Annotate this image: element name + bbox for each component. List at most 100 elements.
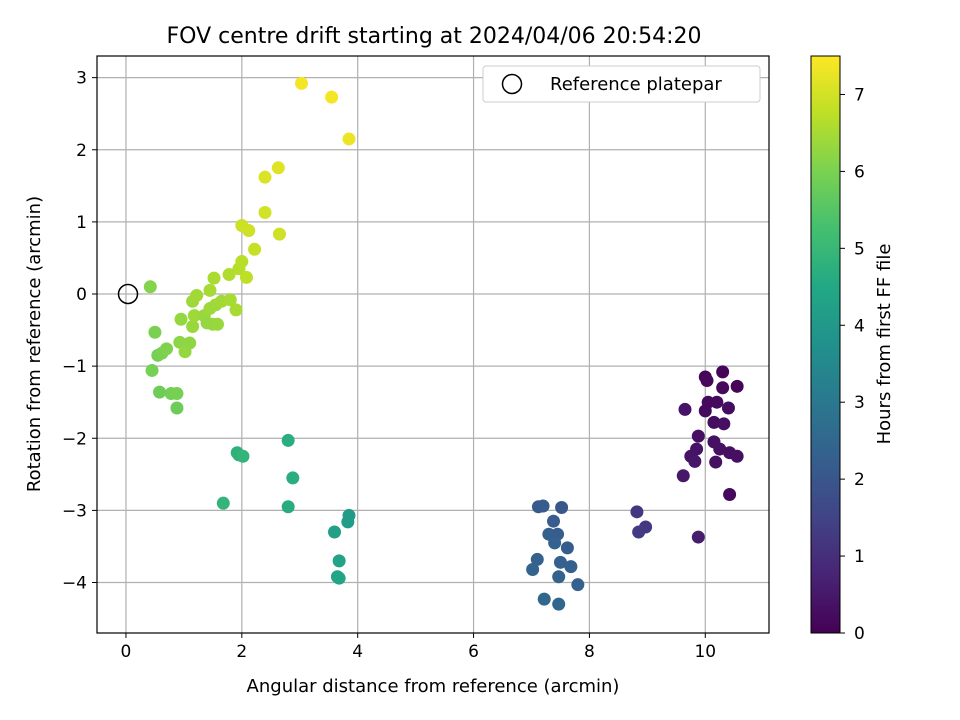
- y-tick-label: −2: [62, 429, 87, 449]
- y-tick-label: 3: [76, 69, 87, 89]
- scatter-point: [170, 401, 184, 415]
- scatter-point: [688, 454, 702, 468]
- scatter-point: [248, 242, 262, 256]
- scatter-point: [526, 563, 540, 577]
- scatter-point: [258, 170, 272, 184]
- legend-box: [482, 65, 761, 103]
- y-tick-label: −4: [62, 574, 87, 594]
- colorbar-tick-label: 3: [854, 393, 865, 413]
- scatter-point: [552, 597, 566, 611]
- scatter-point: [190, 288, 204, 302]
- scatter-point: [709, 455, 723, 469]
- scatter-point: [730, 449, 744, 463]
- y-tick-label: −1: [62, 357, 87, 377]
- x-axis-label: Angular distance from reference (arcmin): [247, 676, 620, 697]
- colorbar-label: Hours from first FF file: [874, 244, 895, 445]
- scatter-point: [153, 385, 167, 399]
- colorbar-tick-label: 2: [854, 470, 865, 490]
- y-axis-label: Rotation from reference (arcmin): [24, 196, 45, 492]
- scatter-point: [186, 319, 200, 333]
- reference-point: [117, 283, 139, 305]
- scatter-point: [632, 525, 646, 539]
- scatter-point: [341, 515, 355, 529]
- scatter-point: [713, 442, 727, 456]
- scatter-point: [216, 496, 230, 510]
- scatter-point: [203, 283, 217, 297]
- colorbar-tick-label: 1: [854, 547, 865, 567]
- colorbar-tick-label: 7: [854, 85, 865, 105]
- scatter-point: [242, 224, 256, 238]
- legend: Reference platepar: [482, 65, 761, 103]
- scatter-point: [286, 471, 300, 485]
- chart-title: FOV centre drift starting at 2024/04/06 …: [167, 24, 702, 49]
- scatter-point: [187, 309, 201, 323]
- scatter-point: [258, 206, 272, 220]
- scatter-point: [691, 429, 705, 443]
- scatter-point: [571, 578, 585, 592]
- scatter-point: [148, 325, 162, 339]
- scatter-point: [564, 560, 578, 574]
- scatter-point: [223, 293, 237, 307]
- scatter-point: [691, 530, 705, 544]
- legend-label: Reference platepar: [550, 74, 722, 95]
- x-tick-label: 2: [236, 642, 247, 662]
- scatter-point: [548, 536, 562, 550]
- scatter-point: [723, 488, 737, 502]
- y-tick-label: 2: [76, 141, 87, 161]
- plot-frame: [96, 55, 770, 634]
- x-tick-label: 0: [121, 642, 132, 662]
- scatter-point: [546, 514, 560, 528]
- x-tick-label: 8: [584, 642, 595, 662]
- colorbar-tick-label: 0: [854, 624, 865, 644]
- scatter-point: [630, 505, 644, 519]
- colorbar-ticks: 0 1 2 3 4 5 6 7: [840, 85, 865, 644]
- scatter-point: [210, 317, 224, 331]
- scatter-point: [536, 499, 550, 513]
- scatter-point: [676, 469, 690, 483]
- x-tick-label: 4: [352, 642, 363, 662]
- scatter-point: [143, 280, 157, 294]
- scatter-point: [530, 552, 544, 566]
- colorbar-tick-label: 6: [854, 162, 865, 182]
- scatter-point: [170, 387, 184, 401]
- scatter-point: [294, 76, 308, 90]
- colorbar-tick-label: 5: [854, 239, 865, 259]
- scatter-point: [174, 312, 188, 326]
- scatter-point: [272, 227, 286, 241]
- scatter-point: [710, 395, 724, 409]
- scatter-point: [730, 379, 744, 393]
- scatter-point: [332, 554, 346, 568]
- scatter-point: [555, 501, 569, 515]
- scatter-point: [235, 255, 249, 269]
- scatter-point: [239, 270, 253, 284]
- y-axis-ticks: −4 −3 −2 −1 0 1 2 3: [62, 69, 97, 594]
- scatter-point: [717, 417, 731, 431]
- scatter-point: [560, 541, 574, 555]
- y-tick-label: 1: [76, 213, 87, 233]
- scatter-point: [236, 449, 250, 463]
- x-tick-label: 6: [468, 642, 479, 662]
- scatter-point: [721, 401, 735, 415]
- grid-lines: [97, 56, 769, 633]
- legend-marker-open-circle: [501, 73, 523, 95]
- scatter-point: [160, 342, 174, 356]
- y-tick-label: −3: [62, 501, 87, 521]
- scatter-point: [281, 433, 295, 447]
- x-axis-ticks: 0 2 4 6 8 10: [121, 633, 716, 662]
- colorbar-tick-label: 4: [854, 316, 865, 336]
- scatter-point: [698, 404, 712, 418]
- x-tick-label: 10: [694, 642, 716, 662]
- scatter-point: [207, 271, 221, 285]
- scatter-point: [281, 500, 295, 514]
- data-points: [143, 76, 744, 611]
- scatter-point: [716, 365, 730, 379]
- scatter-point: [332, 571, 346, 585]
- scatter-point: [271, 161, 285, 175]
- scatter-point: [325, 90, 339, 104]
- scatter-point: [700, 374, 714, 388]
- colorbar: [810, 55, 841, 634]
- y-tick-label: 0: [76, 285, 87, 305]
- scatter-point: [222, 268, 236, 282]
- scatter-point: [552, 570, 566, 584]
